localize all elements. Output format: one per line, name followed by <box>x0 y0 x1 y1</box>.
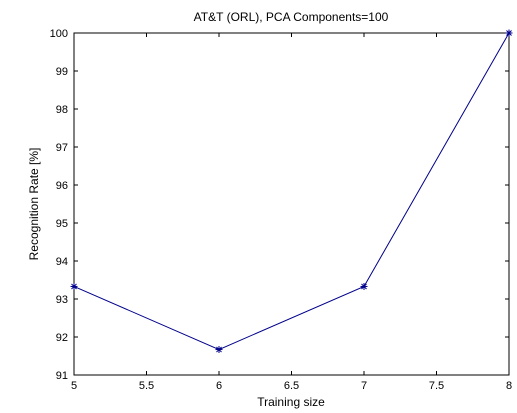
y-tick-label: 91 <box>56 370 68 382</box>
y-axis-label: Recognition Rate [%] <box>27 148 41 261</box>
x-tick-label: 7 <box>361 380 367 392</box>
marker-stroke <box>216 346 222 353</box>
data-point-marker <box>505 29 513 37</box>
marker-stroke <box>71 283 77 290</box>
series-line <box>73 32 510 351</box>
marker-stroke <box>506 30 512 36</box>
y-tick-label: 100 <box>50 28 68 40</box>
y-tick-label: 96 <box>56 180 68 192</box>
x-axis-label: Training size <box>257 395 325 409</box>
series-group <box>70 29 513 354</box>
x-tick-label: 5.5 <box>139 380 154 392</box>
x-tick-label: 6 <box>216 380 222 392</box>
y-tick-label: 99 <box>56 66 68 78</box>
y-tick-label: 97 <box>56 142 68 154</box>
x-tick-label: 6.5 <box>284 380 299 392</box>
y-tick-label: 95 <box>56 218 68 230</box>
x-tick-label: 5 <box>71 380 77 392</box>
x-tick-label: 8 <box>506 380 512 392</box>
data-point-marker <box>70 282 78 290</box>
plot-area <box>73 32 510 376</box>
y-tick-label: 92 <box>56 332 68 344</box>
y-tick-label: 98 <box>56 104 68 116</box>
data-point-marker <box>215 346 223 354</box>
chart-title: AT&T (ORL), PCA Components=100 <box>194 10 389 24</box>
x-tick-label: 7.5 <box>429 380 444 392</box>
data-point-marker <box>360 282 368 290</box>
marker-stroke <box>361 283 367 290</box>
y-tick-label: 94 <box>56 256 68 268</box>
y-tick-label: 93 <box>56 294 68 306</box>
